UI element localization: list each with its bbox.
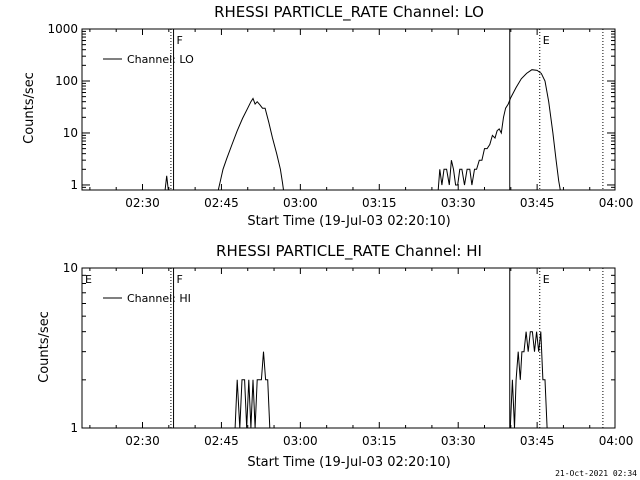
hi-x-axis-label: Start Time (19-Jul-03 02:20:10) <box>247 455 450 470</box>
hi-plot-frame <box>81 267 616 429</box>
lo-x-tick-label: 04:00 <box>599 196 634 210</box>
lo-series-line-1 <box>217 97 284 191</box>
hi-chart-title: RHESSI PARTICLE_RATE Channel: HI <box>216 242 482 261</box>
hi-event-label: E <box>85 273 92 286</box>
hi-legend-label: Channel: HI <box>127 292 191 305</box>
lo-event-label: E <box>543 34 550 47</box>
lo-y-axis-label: Counts/sec <box>22 72 37 144</box>
hi-x-tick-label: 03:00 <box>283 434 318 448</box>
lo-y-tick-label: 100 <box>55 74 78 88</box>
lo-legend-label: Channel: LO <box>127 53 194 66</box>
hi-y-axis-label: Counts/sec <box>37 311 52 383</box>
lo-x-tick-label: 03:45 <box>520 196 555 210</box>
lo-x-axis-label: Start Time (19-Jul-03 02:20:10) <box>247 214 450 229</box>
hi-channel-panel: RHESSI PARTICLE_RATE Channel: HI Start T… <box>37 242 633 470</box>
hi-x-tick-label: 03:30 <box>441 434 476 448</box>
hi-x-tick-label: 02:30 <box>125 434 160 448</box>
lo-series-line-0 <box>164 175 169 191</box>
hi-x-tick-label: 04:00 <box>599 434 634 448</box>
lo-y-tick-label: 10 <box>63 126 78 140</box>
generation-timestamp: 21-Oct-2021 02:34 <box>555 469 637 478</box>
lo-x-tick-label: 03:00 <box>283 196 318 210</box>
hi-x-tick-label: 03:15 <box>362 434 397 448</box>
hi-y-tick-label: 1 <box>70 421 78 435</box>
lo-x-tick-label: 02:45 <box>204 196 239 210</box>
lo-chart-title: RHESSI PARTICLE_RATE Channel: LO <box>214 3 484 22</box>
hi-event-label: F <box>177 273 183 286</box>
hi-event-label: E <box>543 273 550 286</box>
lo-event-label: F <box>177 34 183 47</box>
lo-channel-panel: RHESSI PARTICLE_RATE Channel: LO Start T… <box>22 3 633 229</box>
lo-y-tick-label: 1000 <box>47 22 78 36</box>
lo-plot-frame <box>81 28 616 191</box>
hi-y-tick-label: 10 <box>63 261 78 275</box>
lo-series-line-2 <box>437 69 561 191</box>
hi-series-line-1 <box>509 331 549 429</box>
hi-series-line-0 <box>234 351 272 429</box>
lo-x-tick-label: 02:30 <box>125 196 160 210</box>
hi-x-tick-label: 02:45 <box>204 434 239 448</box>
lo-x-tick-label: 03:15 <box>362 196 397 210</box>
lo-y-tick-label: 1 <box>70 178 78 192</box>
hi-x-tick-label: 03:45 <box>520 434 555 448</box>
lo-x-tick-label: 03:30 <box>441 196 476 210</box>
